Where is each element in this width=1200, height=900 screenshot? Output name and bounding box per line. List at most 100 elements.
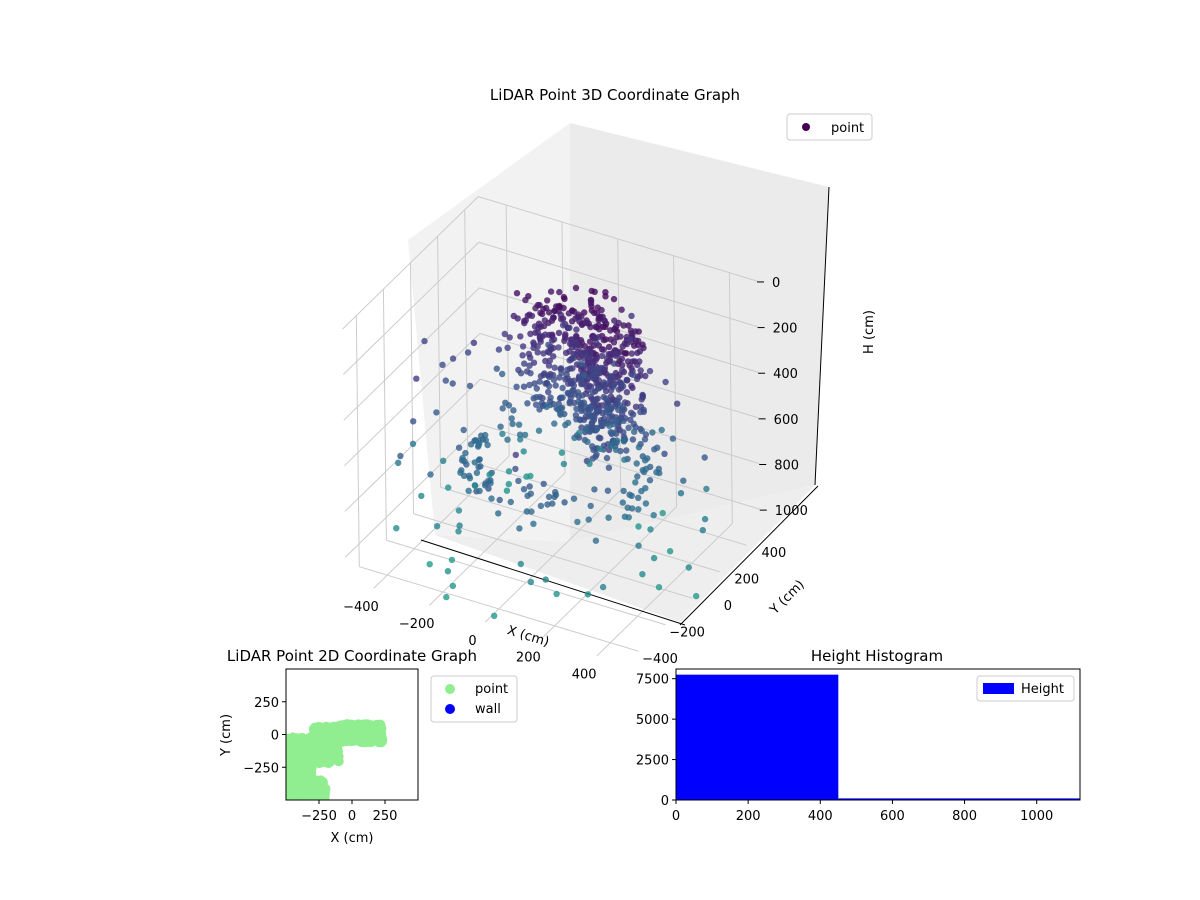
pane-floor: [435, 485, 815, 622]
point-3d: [593, 426, 601, 433]
chart-histogram: Height Histogram 0 200 400 600 800 1000 0 2500 5…: [636, 647, 1081, 824]
point-3d: [495, 346, 503, 353]
point-3d: [587, 502, 594, 510]
point-3d: [578, 379, 585, 387]
point-3d: [550, 336, 558, 343]
point-3d: [610, 295, 618, 303]
point-3d: [545, 362, 553, 369]
point-3d: [466, 382, 474, 390]
point-2d: [301, 753, 312, 764]
x-tick-label: −200: [399, 617, 435, 632]
legend-3d-marker: [802, 123, 810, 131]
point-3d: [635, 542, 642, 549]
point-3d: [581, 372, 588, 379]
grid-left-y: [437, 236, 442, 488]
y-tick-label-hist: 0: [661, 794, 669, 809]
point-3d: [579, 392, 586, 399]
point-3d: [520, 448, 527, 455]
y-tick-label-2d: −250: [243, 761, 279, 776]
point-3d: [540, 480, 547, 488]
point-3d: [393, 525, 400, 532]
z-tick-label: 800: [774, 458, 799, 473]
legend-histogram: Height: [976, 675, 1075, 702]
x-tick-label-hist: 800: [952, 809, 977, 824]
point-3d: [651, 446, 658, 453]
point-3d: [505, 480, 512, 488]
point-3d: [534, 349, 541, 356]
point-3d: [587, 297, 595, 304]
point-3d: [557, 394, 564, 402]
point-3d: [544, 297, 551, 304]
point-3d: [593, 310, 601, 317]
point-3d: [409, 440, 417, 447]
grid-back-x: [561, 221, 566, 473]
point-3d: [482, 436, 489, 444]
grid-floor-x: [596, 523, 733, 657]
point-3d: [516, 431, 524, 438]
grid-floor-y: [440, 486, 720, 573]
point-3d: [605, 514, 612, 521]
point-3d: [545, 493, 553, 500]
point-3d: [638, 427, 645, 434]
point-3d: [611, 326, 618, 333]
point-3d: [588, 403, 595, 411]
point-3d: [523, 508, 530, 515]
point-3d: [482, 431, 489, 439]
point-3d: [561, 295, 568, 303]
histogram-title: Height Histogram: [811, 647, 943, 665]
point-3d: [647, 526, 654, 533]
point-3d: [613, 437, 621, 444]
grid-back-h: [480, 424, 761, 510]
point-2d: [313, 722, 324, 732]
legend-2d-wall-label: wall: [475, 702, 501, 717]
x-tick-label: −400: [343, 600, 379, 615]
point-3d: [551, 493, 558, 501]
point-3d: [601, 364, 608, 371]
y-axis-line: [679, 485, 819, 626]
point-3d: [581, 355, 588, 362]
point-3d: [527, 330, 534, 337]
point-3d: [599, 418, 607, 426]
x-tick-label-2d: 250: [373, 809, 398, 824]
point-3d: [582, 403, 589, 410]
ticks-histogram: 0 200 400 600 800 1000 0 2500 5000 7500: [636, 673, 1053, 824]
point-3d: [620, 417, 627, 424]
point-3d: [545, 388, 552, 396]
x-axis-line: [420, 539, 686, 626]
grid-left-h: [343, 287, 480, 421]
point-3d: [476, 487, 483, 495]
point-3d: [617, 333, 624, 340]
point-3d: [584, 438, 591, 445]
point-3d: [544, 501, 551, 508]
point-3d: [600, 381, 607, 389]
point-3d: [433, 523, 441, 530]
point-3d: [577, 360, 585, 367]
point-3d: [558, 449, 566, 456]
point-3d: [566, 324, 573, 331]
point-3d: [553, 405, 560, 412]
point-3d: [521, 360, 528, 367]
point-3d: [410, 418, 417, 425]
scatter-3d-points: [393, 284, 710, 619]
point-3d: [497, 423, 504, 430]
point-3d: [599, 583, 607, 591]
point-2d: [332, 739, 343, 750]
point-3d: [531, 323, 539, 330]
point-3d: [397, 452, 404, 460]
point-3d: [620, 438, 628, 445]
point-3d: [610, 360, 618, 367]
point-2d: [304, 792, 315, 800]
point-3d: [621, 399, 629, 406]
point-3d: [576, 429, 583, 436]
legend-2d-point-label: point: [475, 682, 508, 697]
point-3d: [592, 323, 599, 330]
point-3d: [538, 399, 545, 407]
point-2d: [342, 721, 353, 732]
point-3d: [574, 389, 582, 396]
point-3d: [633, 460, 640, 467]
point-3d: [517, 333, 524, 340]
point-3d: [527, 578, 535, 586]
x-tick-label-2d: 0: [348, 809, 356, 824]
legend-2d: point wall: [430, 675, 518, 723]
